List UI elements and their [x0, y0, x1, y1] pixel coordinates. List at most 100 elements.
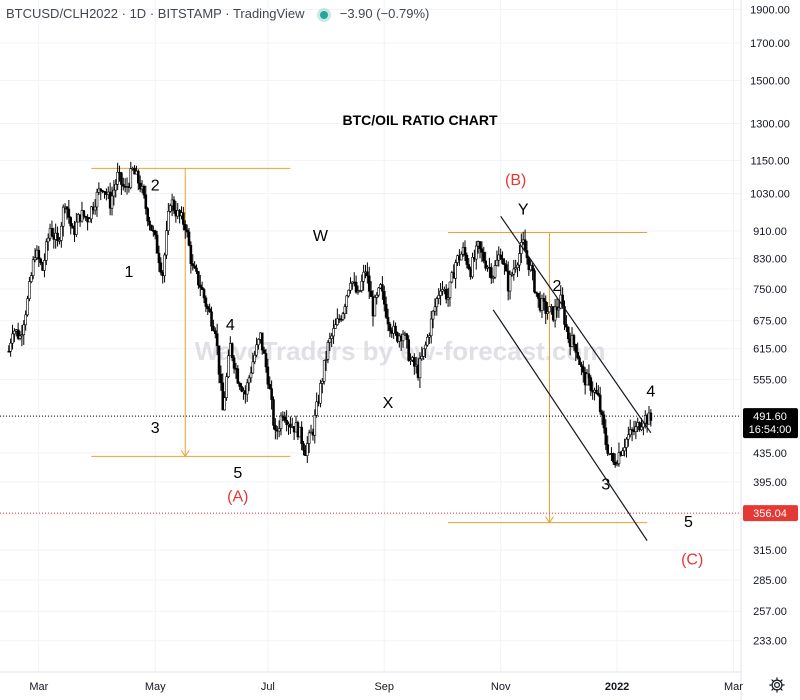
- candle: [381, 276, 384, 300]
- candle: [420, 346, 424, 361]
- candle: [247, 375, 251, 392]
- wave-label: 2: [151, 178, 160, 195]
- x-tick-label: Sep: [374, 681, 394, 693]
- candle: [61, 204, 65, 237]
- candle: [110, 186, 114, 216]
- candle: [328, 332, 332, 352]
- chart-title: BTC/OIL RATIO CHART: [342, 112, 497, 128]
- candle: [75, 213, 78, 237]
- candle: [155, 230, 159, 254]
- gear-icon[interactable]: [768, 676, 786, 694]
- candle: [373, 294, 377, 317]
- channel-line: [500, 215, 652, 434]
- candle: [208, 303, 211, 313]
- candle: [322, 360, 326, 385]
- candle: [272, 396, 275, 430]
- candle: [484, 251, 487, 271]
- candle: [625, 437, 628, 458]
- candle: [187, 227, 191, 247]
- candle: [93, 199, 97, 215]
- candle: [319, 379, 322, 408]
- candle: [386, 308, 390, 332]
- candle: [454, 259, 457, 289]
- candle: [585, 369, 589, 386]
- wave-label: Y: [518, 202, 529, 219]
- candle: [336, 308, 339, 326]
- candle: [598, 386, 602, 415]
- interval-label[interactable]: 1D: [129, 6, 147, 21]
- candle: [516, 262, 519, 277]
- candle: [431, 309, 435, 329]
- candle: [24, 310, 27, 331]
- candle: [512, 259, 516, 281]
- candle: [459, 251, 463, 261]
- candle: [623, 438, 626, 457]
- candle: [302, 441, 305, 456]
- candle: [612, 452, 615, 466]
- candle: [444, 284, 448, 304]
- candle: [566, 326, 570, 344]
- candle: [508, 270, 512, 300]
- candle: [210, 306, 213, 332]
- candle: [542, 292, 546, 311]
- horizontal-levels: [0, 415, 741, 514]
- candle: [13, 328, 16, 343]
- candle: [82, 210, 86, 220]
- candle: [165, 220, 168, 260]
- candle: [394, 322, 397, 336]
- candle: [202, 287, 206, 304]
- y-tick-label: 435.00: [753, 448, 787, 460]
- wave-label: (B): [505, 172, 526, 189]
- candle: [197, 270, 200, 289]
- wave-label: W: [313, 228, 329, 245]
- wave-label: 4: [226, 317, 235, 334]
- price-change: −3.90 (−0.79%): [339, 6, 430, 21]
- wave-label: 5: [684, 514, 693, 531]
- candle: [638, 421, 641, 432]
- y-tick-label: 675.00: [753, 316, 787, 328]
- candle: [574, 343, 578, 362]
- candle: [245, 379, 249, 402]
- candle: [587, 364, 591, 386]
- candle: [300, 421, 303, 451]
- x-tick-label: Mar: [29, 681, 48, 693]
- candle: [251, 352, 255, 375]
- candle: [375, 292, 379, 305]
- candle: [514, 259, 517, 273]
- candle: [289, 416, 292, 434]
- candle: [31, 256, 35, 280]
- candle: [349, 277, 352, 294]
- candle: [266, 358, 270, 389]
- candle: [172, 196, 176, 214]
- candle: [358, 289, 362, 293]
- price-axis[interactable]: 233.00 257.00 285.00 315.00 356.04 395.00 435.…: [750, 4, 790, 647]
- candle: [540, 294, 544, 318]
- symbol-name[interactable]: BTCUSD/CLH2022: [6, 6, 118, 21]
- candle: [600, 409, 604, 425]
- candle: [67, 199, 71, 224]
- candle: [60, 222, 63, 248]
- candle: [382, 285, 386, 312]
- candle: [505, 260, 508, 272]
- time-axis[interactable]: Mar May Jul Sep Nov 2022 Mar: [29, 681, 743, 693]
- candle: [418, 352, 422, 389]
- fib-arrow-head: [180, 450, 190, 458]
- candle: [45, 238, 48, 266]
- candle: [413, 353, 416, 375]
- candle: [69, 216, 73, 235]
- candle: [627, 426, 630, 447]
- candle: [262, 346, 266, 354]
- candle: [548, 306, 551, 313]
- candle: [426, 334, 429, 347]
- candle: [446, 287, 450, 307]
- candle: [204, 295, 208, 313]
- candle: [343, 303, 347, 319]
- candle: [563, 300, 566, 331]
- candle: [43, 253, 46, 278]
- candle: [195, 264, 198, 275]
- bar-countdown: 16:54:00: [749, 424, 792, 436]
- candle: [283, 411, 287, 423]
- candle: [191, 254, 195, 271]
- candle: [334, 318, 337, 329]
